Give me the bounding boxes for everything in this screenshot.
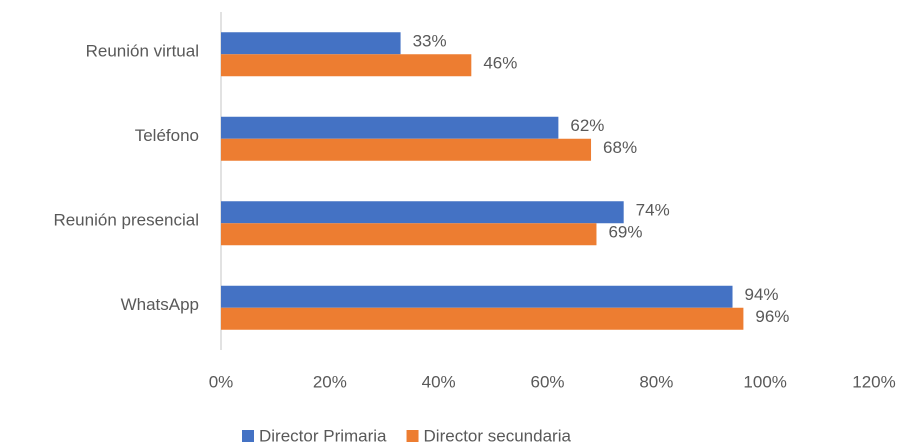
bar [221, 307, 744, 330]
bar [221, 32, 401, 55]
bar [221, 201, 624, 224]
x-tick-label: 20% [313, 372, 347, 391]
y-tick-label: WhatsApp [121, 295, 199, 314]
data-label: 96% [755, 307, 789, 326]
data-label: 94% [745, 285, 779, 304]
y-tick-label: Reunión presencial [53, 211, 199, 230]
x-tick-label: 100% [743, 372, 786, 391]
bar [221, 138, 592, 161]
bar [221, 54, 472, 77]
y-tick-label: Reunión virtual [86, 42, 199, 61]
x-tick-label: 80% [639, 372, 673, 391]
x-tick-label: 60% [530, 372, 564, 391]
bar [221, 285, 733, 308]
data-label: 33% [413, 32, 447, 51]
bar [221, 116, 559, 139]
x-tick-label: 120% [852, 372, 895, 391]
data-label: 46% [483, 54, 517, 73]
y-tick-label: Teléfono [135, 126, 199, 145]
bar [221, 223, 597, 246]
legend-swatch [242, 430, 254, 442]
legend-label: Director secundaria [424, 426, 572, 445]
x-tick-label: 0% [209, 372, 234, 391]
data-label: 69% [608, 223, 642, 242]
data-label: 74% [636, 201, 670, 220]
x-tick-label: 40% [422, 372, 456, 391]
legend-swatch [406, 430, 419, 442]
data-label: 62% [570, 116, 604, 135]
data-label: 68% [603, 138, 637, 157]
legend-label: Director Primaria [259, 426, 387, 445]
